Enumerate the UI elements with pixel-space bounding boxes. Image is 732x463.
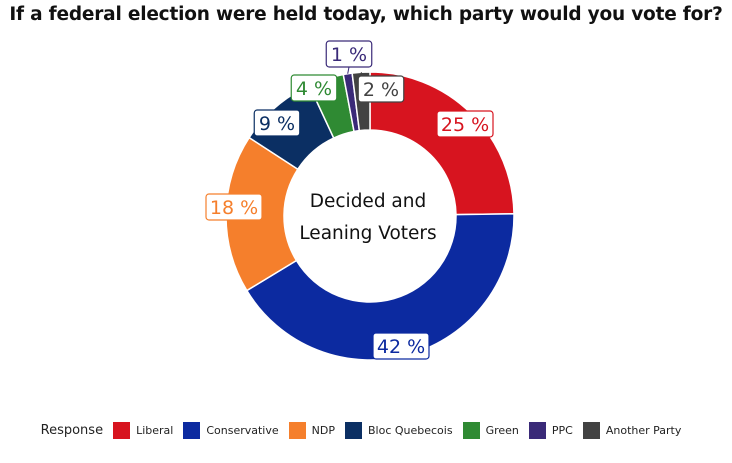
data-label-conservative: 42 %: [372, 332, 430, 360]
data-label-text-bloc-quebecois: 9 %: [259, 113, 295, 135]
legend-label-ndp: NDP: [311, 424, 335, 437]
legend-label-bloc-quebecois: Bloc Quebecois: [367, 424, 453, 437]
data-label-another-party: 2 %: [357, 75, 405, 103]
data-label-liberal: 25 %: [436, 110, 494, 138]
legend-item-ppc: PPC: [528, 422, 573, 439]
chart-title: If a federal election were held today, w…: [9, 4, 723, 25]
data-label-box-bloc-quebecois: [253, 109, 301, 137]
legend-label-another-party: Another Party: [605, 424, 682, 437]
legend-item-another-party: Another Party: [582, 422, 682, 439]
legend: Response Liberal Conservative NDP Bloc Q…: [0, 422, 732, 439]
data-label-box-ppc: [325, 40, 373, 68]
center-label-line-2: Leaning Voters: [299, 223, 436, 244]
slice-conservative: [245, 212, 515, 361]
data-labels: 25 % 42 % 18 % 9 %4 % 1 % 2 %: [205, 40, 494, 360]
donut-chart: 25 % 42 % 18 % 9 %4 % 1 % 2 % Decided and Lea…: [205, 40, 515, 361]
legend-swatch-bloc-quebecois: [344, 422, 362, 439]
data-label-box-green: [290, 74, 338, 102]
center-label-line-1: Decided and: [310, 191, 427, 212]
data-label-box-ndp: [205, 193, 263, 221]
slice-liberal: [369, 71, 515, 216]
legend-swatch-liberal: [113, 422, 131, 439]
data-label-box-conservative: [372, 332, 430, 360]
data-label-text-ndp: 18 %: [210, 197, 258, 219]
legend-label-ppc: PPC: [551, 424, 573, 437]
data-label-box-another-party: [357, 75, 405, 103]
data-label-text-liberal: 25 %: [441, 114, 489, 136]
legend-swatch-ppc: [528, 422, 546, 439]
data-label-text-another-party: 2 %: [363, 79, 399, 101]
data-label-text-conservative: 42 %: [377, 336, 425, 358]
legend-title: Response: [40, 423, 104, 438]
legend-item-conservative: Conservative: [183, 422, 279, 439]
legend-swatch-green: [462, 422, 480, 439]
legend-item-ndp: NDP: [288, 422, 335, 439]
legend-item-liberal: Liberal: [113, 422, 173, 439]
legend-swatch-ndp: [288, 422, 306, 439]
data-label-green: 4 %: [290, 74, 338, 102]
data-label-bloc-quebecois: 9 %: [253, 109, 301, 137]
data-label-box-liberal: [436, 110, 494, 138]
legend-label-green: Green: [485, 424, 519, 437]
legend-item-bloc-quebecois: Bloc Quebecois: [344, 422, 453, 439]
legend-label-conservative: Conservative: [206, 424, 279, 437]
legend-swatch-another-party: [582, 422, 600, 439]
legend-swatch-conservative: [183, 422, 201, 439]
legend-label-liberal: Liberal: [136, 424, 174, 437]
legend-item-green: Green: [462, 422, 519, 439]
data-label-text-green: 4 %: [296, 78, 332, 100]
data-label-ndp: 18 %: [205, 193, 263, 221]
data-label-text-ppc: 1 %: [331, 44, 367, 66]
data-label-ppc: 1 %: [325, 40, 373, 68]
leader-line-ppc: [347, 66, 350, 74]
